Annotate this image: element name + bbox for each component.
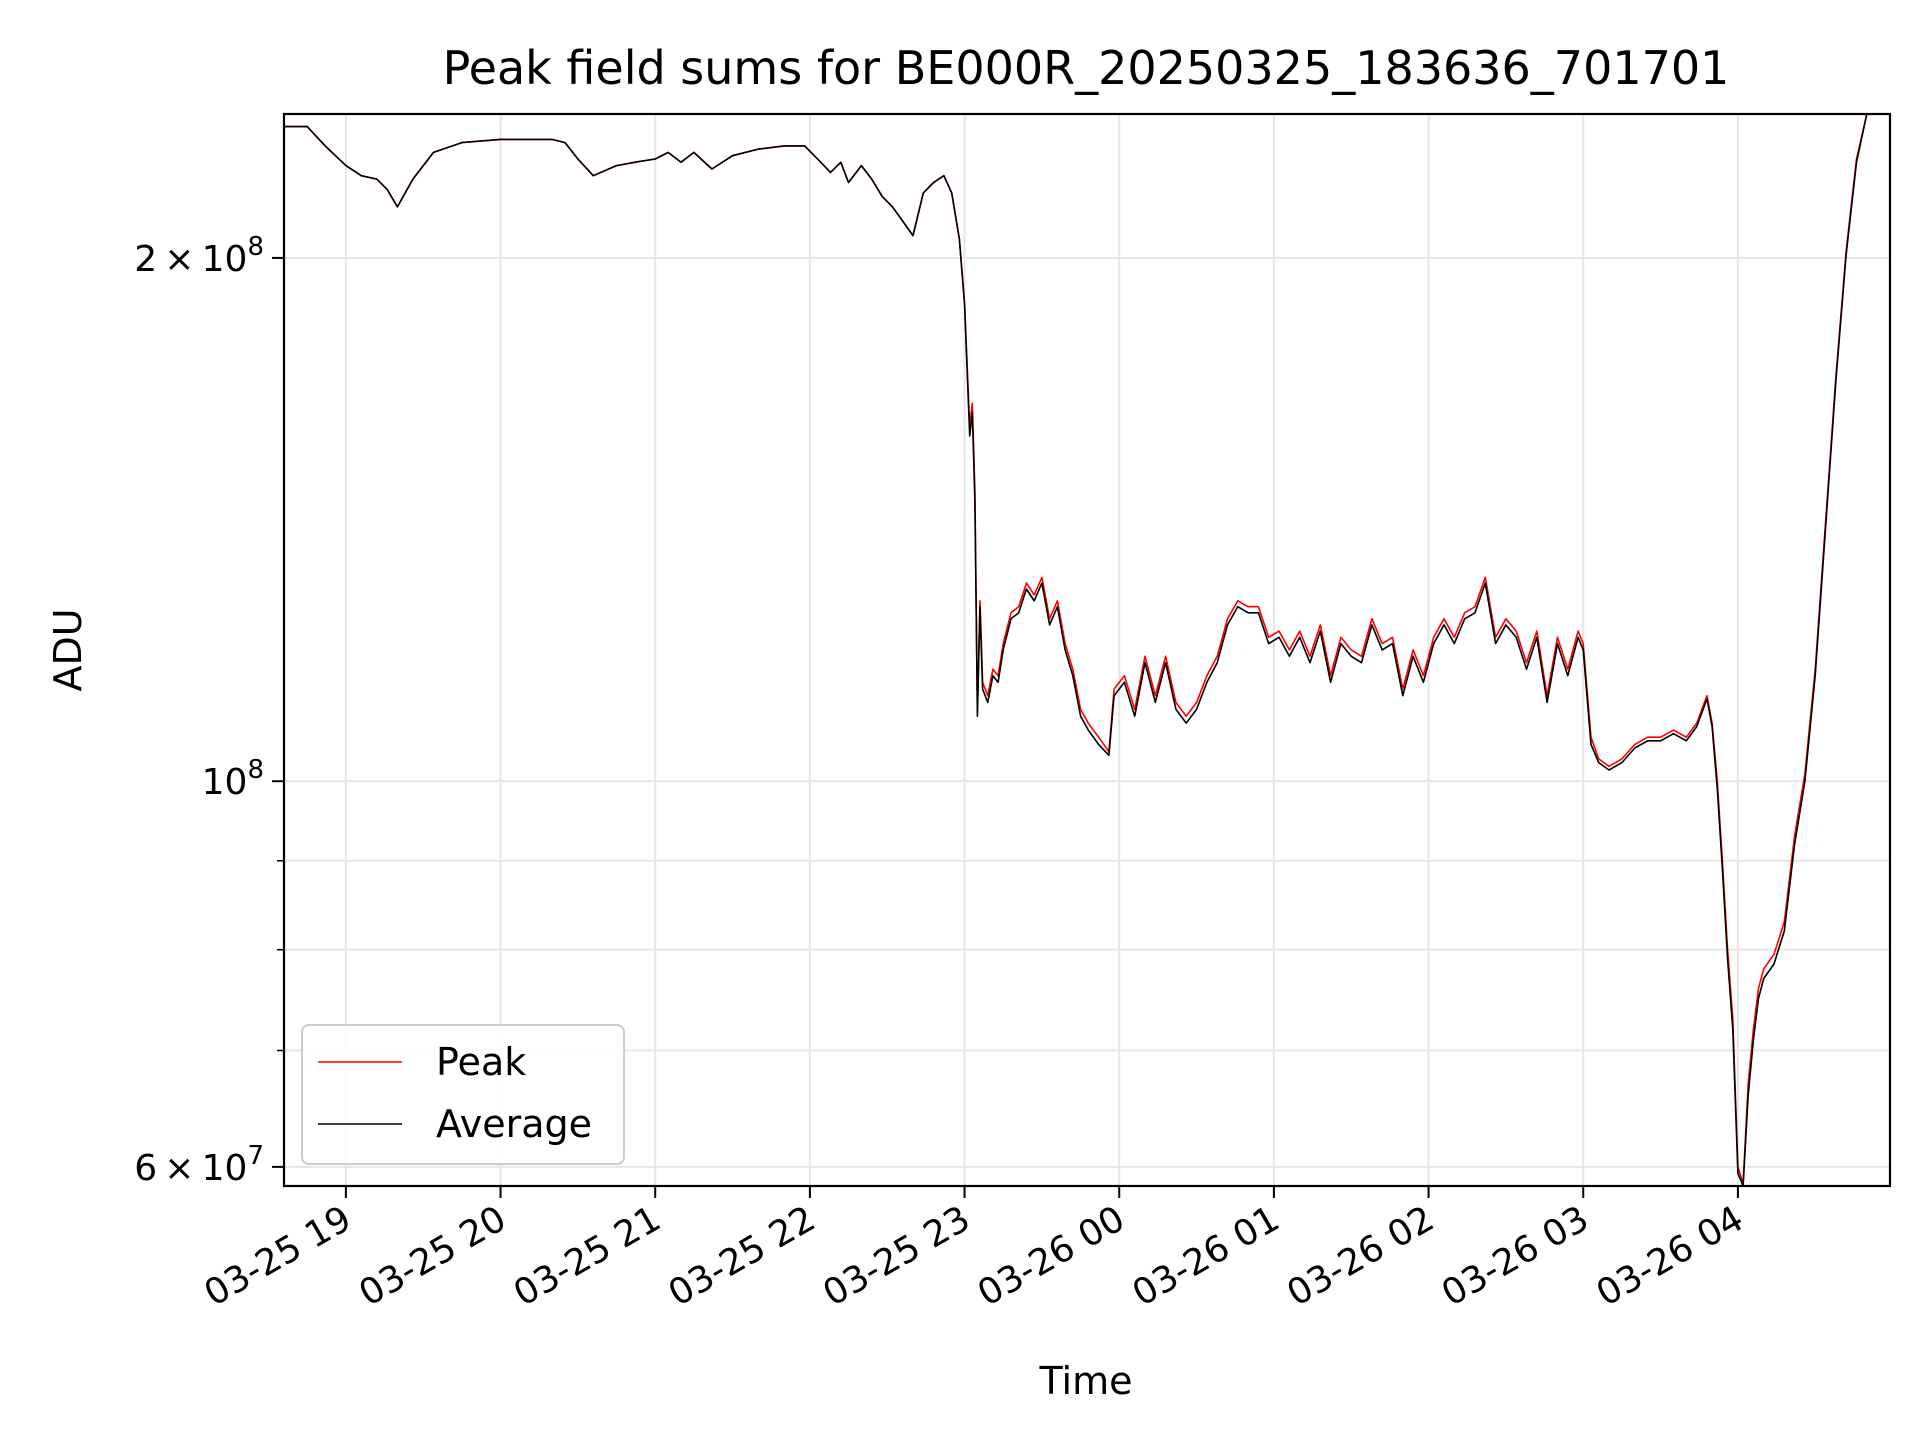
y-tick-label: 6 × 107: [134, 1141, 264, 1189]
y-tick-label: 108: [202, 755, 264, 803]
legend-label-average: Average: [436, 1102, 592, 1146]
grid: [284, 114, 1890, 1186]
y-axis-label: ADU: [46, 608, 90, 691]
series-line-average: [284, 114, 1868, 1186]
legend-label-peak: Peak: [436, 1040, 526, 1084]
legend: Peak Average: [301, 1024, 625, 1165]
series-layer: [284, 114, 1868, 1186]
x-axis-label: Time: [1039, 1359, 1133, 1403]
legend-box: [301, 1024, 625, 1165]
plot-frame: [282, 112, 1892, 1188]
y-axis: 6 × 107 108 2 × 108: [134, 232, 284, 1189]
chart-title: Peak field sums for BE000R_20250325_1836…: [443, 41, 1730, 95]
y-tick-label: 2 × 108: [134, 232, 264, 280]
